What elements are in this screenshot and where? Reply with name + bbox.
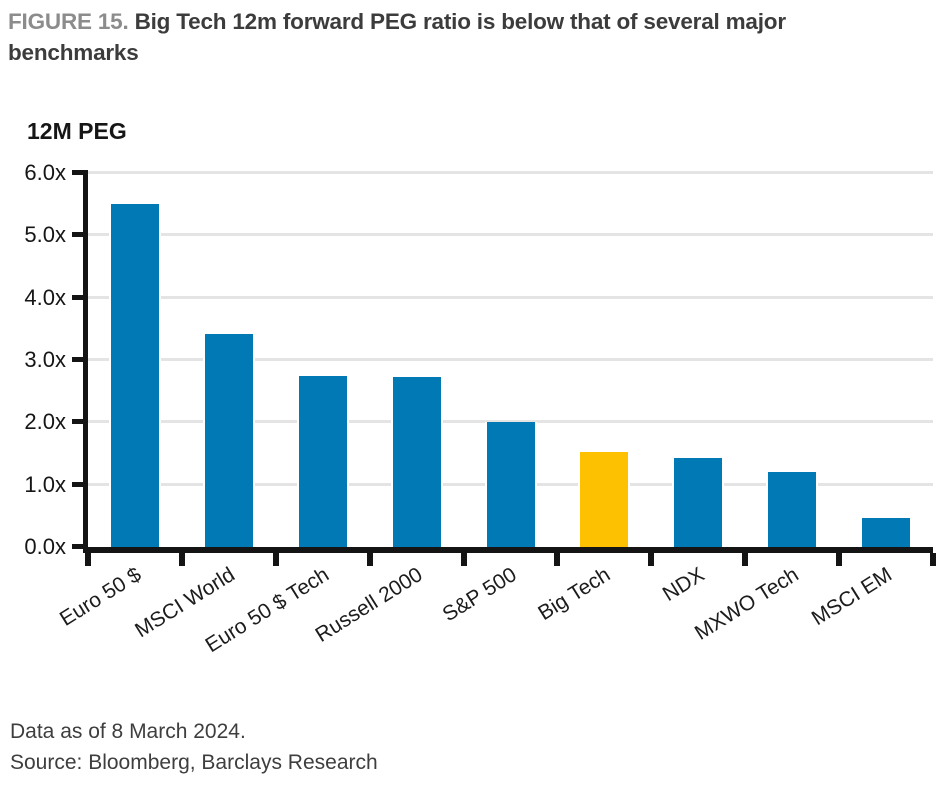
x-boundary-tick-8	[836, 553, 843, 566]
bar-big-tech	[580, 452, 629, 547]
bar-ndx	[674, 457, 723, 547]
x-boundary-tick-2	[272, 553, 279, 566]
bar-mxwo-tech	[768, 472, 817, 547]
gridline-6	[88, 171, 933, 174]
figure-number-label: FIGURE 15.	[8, 9, 129, 34]
x-boundary-tick-1	[178, 553, 185, 566]
footer-source: Source: Bloomberg, Barclays Research	[10, 751, 378, 774]
bar-s-p-500	[486, 422, 535, 547]
gridline-3	[88, 358, 933, 361]
x-label-msci-em: MSCI EM	[807, 563, 897, 631]
x-label-ndx: NDX	[658, 563, 709, 607]
y-axis-title: 12M PEG	[27, 118, 127, 144]
x-boundary-tick-9	[930, 553, 936, 566]
bar-msci-em	[862, 517, 911, 547]
plot-area: 0.0x 1.0x 2.0x 3.0x 4.0x 5.0x 6.0x Euro 50 $ MSC…	[24, 160, 936, 657]
x-boundary-tick-7	[742, 553, 749, 566]
footer-note: Data as of 8 March 2024.	[10, 720, 246, 743]
gridline-2	[88, 420, 933, 424]
bar-euro-50-tech	[298, 376, 347, 547]
x-boundary-tick-0	[85, 553, 91, 566]
figure-title-text: Big Tech 12m forward PEG ratio is below …	[8, 9, 786, 65]
x-label-s-p-500: S&P 500	[438, 563, 521, 627]
bar-russell-2000	[392, 377, 441, 547]
y-tick-label-1: 1.0x	[24, 471, 66, 497]
y-tick-4	[72, 294, 88, 300]
gridline-5	[88, 233, 933, 237]
x-boundary-tick-4	[460, 553, 467, 566]
chart-footer: Data as of 8 March 2024. Source: Bloombe…	[10, 716, 378, 778]
figure-title: FIGURE 15. Big Tech 12m forward PEG rati…	[8, 6, 908, 68]
y-tick-6	[72, 170, 88, 175]
y-tick-label-5: 5.0x	[24, 222, 66, 248]
y-tick-label-2: 2.0x	[24, 409, 66, 435]
y-tick-label-0: 0.0x	[24, 534, 66, 559]
x-label-mxwo-tech: MXWO Tech	[690, 563, 803, 645]
bar-euro-50	[110, 204, 159, 547]
x-boundary-tick-5	[554, 553, 561, 566]
y-tick-2	[72, 419, 88, 425]
y-tick-label-6: 6.0x	[24, 160, 66, 185]
gridline-4	[88, 295, 933, 299]
y-tick-0	[72, 544, 88, 549]
x-boundary-tick-6	[648, 553, 655, 566]
x-boundary-tick-3	[366, 553, 373, 566]
y-tick-label-4: 4.0x	[24, 284, 66, 310]
y-tick-1	[72, 481, 88, 487]
y-tick-3	[72, 357, 88, 362]
bar-msci-world	[204, 333, 253, 547]
y-tick-5	[72, 232, 88, 238]
x-label-big-tech: Big Tech	[534, 563, 615, 625]
y-tick-label-3: 3.0x	[24, 347, 66, 372]
x-axis-line	[83, 547, 933, 553]
